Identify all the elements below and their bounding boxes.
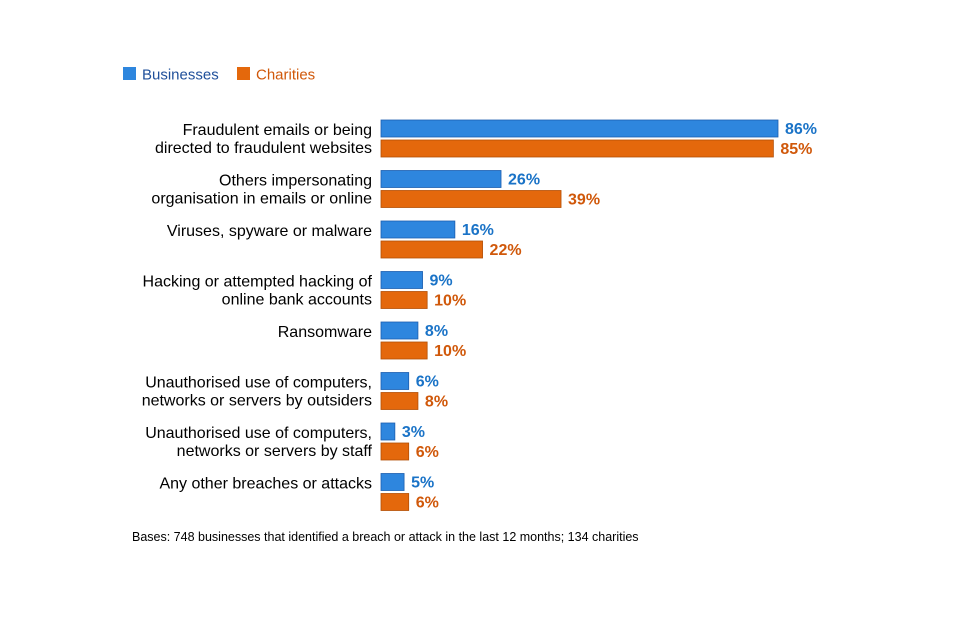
bar-businesses (380, 321, 419, 340)
category-label: Viruses, spyware or malware (167, 223, 372, 240)
value-labels: 86%85%26%39%16%22%9%10%8%10%6%8%3%6%5%6% (402, 121, 817, 512)
category-label: networks or servers by staff (177, 443, 373, 460)
category-label: Hacking or attempted hacking of (143, 274, 373, 291)
category-label: Others impersonating (219, 173, 372, 190)
bar-businesses (380, 473, 405, 491)
data-label-charities: 6% (416, 495, 439, 512)
data-label-businesses: 9% (430, 273, 453, 290)
bar-businesses (380, 271, 423, 289)
data-label-businesses: 5% (411, 475, 434, 492)
data-label-businesses: 86% (785, 121, 817, 138)
bar-charities (380, 392, 419, 410)
bar-charities (380, 442, 410, 461)
data-label-businesses: 16% (462, 222, 494, 239)
bar-charities (380, 341, 428, 360)
data-label-charities: 10% (434, 343, 466, 360)
category-label: networks or servers by outsiders (142, 393, 372, 410)
footnote: Bases: 748 businesses that identified a … (132, 530, 639, 544)
category-label: Any other breaches or attacks (159, 476, 372, 493)
legend-label-businesses: Businesses (142, 67, 219, 84)
bar-businesses (380, 372, 410, 390)
data-label-charities: 6% (416, 444, 439, 461)
bar-charities (380, 493, 410, 511)
data-label-charities: 85% (780, 141, 812, 158)
category-label: Ransomware (278, 324, 372, 341)
bar-businesses (380, 220, 456, 239)
bar-charities (380, 240, 483, 259)
data-label-charities: 8% (425, 394, 448, 411)
data-label-businesses: 8% (425, 323, 448, 340)
category-label: online bank accounts (222, 292, 372, 309)
bars-group (380, 119, 779, 511)
bar-charities (380, 190, 562, 208)
bar-businesses (380, 170, 502, 188)
data-label-businesses: 26% (508, 172, 540, 189)
bar-charities (380, 139, 774, 158)
data-label-charities: 10% (434, 293, 466, 310)
legend-swatch-charities (237, 67, 250, 80)
bar-businesses (380, 422, 396, 441)
legend: Businesses Charities (123, 67, 315, 84)
bar-charities (380, 291, 428, 309)
category-label: Unauthorised use of computers, (145, 375, 372, 392)
data-label-businesses: 3% (402, 424, 425, 441)
category-label: organisation in emails or online (151, 191, 372, 208)
data-label-charities: 39% (568, 192, 600, 209)
bar-businesses (380, 119, 779, 138)
legend-label-charities: Charities (256, 67, 315, 84)
legend-swatch-businesses (123, 67, 136, 80)
category-label: Unauthorised use of computers, (145, 425, 372, 442)
category-label: directed to fraudulent websites (155, 140, 372, 157)
data-label-businesses: 6% (416, 374, 439, 391)
data-label-charities: 22% (490, 242, 522, 259)
category-label: Fraudulent emails or being (183, 122, 372, 139)
